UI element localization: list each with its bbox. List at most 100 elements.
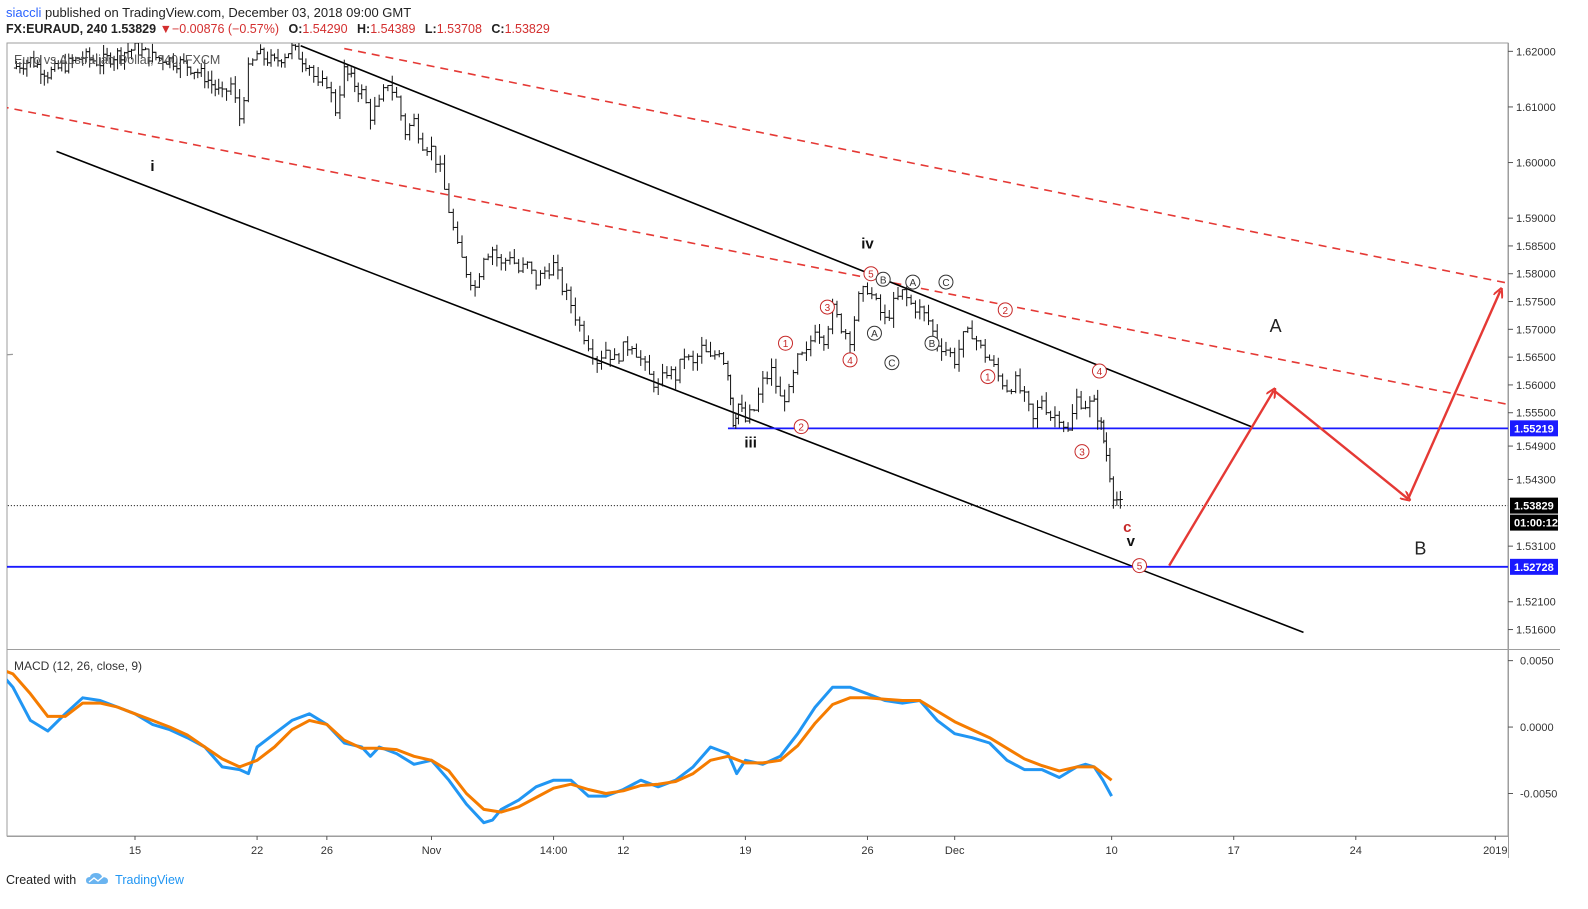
ohlc-bar: [577, 316, 583, 332]
wave-label: v: [1127, 533, 1136, 550]
circled-wave-label: C: [938, 274, 954, 290]
wave-circle-text: 1: [985, 373, 991, 384]
time-tick-label: Nov: [422, 845, 442, 857]
ohlc-bar: [585, 335, 591, 352]
wave-circle-icon: [778, 335, 794, 351]
ohlc-bar: [926, 304, 932, 326]
ohlc-bar: [245, 57, 251, 103]
ohlc-bar: [472, 280, 478, 297]
time-axis[interactable]: 15 22 26 Nov 14:00 12 19 26 Dec 10 17 24 2019: [129, 836, 1508, 857]
stray-line: [7, 353, 13, 356]
ohlc-bar: [232, 76, 238, 103]
ohlc-bar: [341, 59, 347, 98]
ohlc-bar: [686, 354, 692, 361]
ohlc-bar: [520, 257, 526, 274]
countdown-label: 01:00:12: [1514, 518, 1558, 530]
wave-circle-icon: [842, 352, 858, 368]
ohlc-bar: [899, 289, 905, 300]
circled-wave-label: B: [875, 271, 891, 287]
ohlc-bar: [428, 136, 434, 161]
ohlc-bar: [132, 43, 138, 51]
ohlc-bar: [991, 355, 997, 367]
ohlc-bar: [261, 47, 267, 66]
wave-circle-icon: [905, 274, 921, 290]
time-tick-label: 24: [1350, 845, 1362, 857]
price-tick-label: 1.62000: [1516, 46, 1556, 58]
wave-circle-icon: [980, 369, 996, 385]
ohlc-bar: [376, 94, 382, 108]
price-label: 1.53829: [1514, 501, 1554, 513]
circled-wave-label: C: [884, 355, 900, 371]
ohlc-bar: [299, 51, 305, 73]
ohlc-bar: [825, 325, 831, 349]
ohlc-bar: [939, 338, 945, 361]
price-tick-label: 1.54900: [1516, 441, 1556, 453]
macd-axis[interactable]: 0.0050 0.0000 -0.0050: [1508, 656, 1557, 801]
publisher-username[interactable]: siaccli: [6, 5, 42, 20]
ohlc-bar: [328, 81, 334, 103]
ohlc-bar: [411, 113, 417, 127]
ohlc-bar: [191, 71, 197, 80]
ohlc-bar: [912, 300, 918, 319]
price-tick-label: 1.57500: [1516, 297, 1556, 309]
ohlc-bar: [555, 254, 561, 280]
wave-label: i: [150, 158, 154, 175]
ohlc-bar: [812, 324, 818, 343]
ohlc-bar: [476, 273, 482, 288]
wave-circle-icon: [863, 266, 879, 282]
ohlc-bar: [838, 313, 844, 334]
ohlc-bar: [275, 48, 281, 67]
price-tick-label: 1.61000: [1516, 102, 1556, 114]
ohlc-bar: [507, 251, 513, 265]
close-label: C:: [491, 22, 505, 36]
ohlc-bar: [1087, 396, 1093, 418]
ohlc-bar: [490, 246, 496, 266]
price-tick-label: 1.52100: [1516, 597, 1556, 609]
price-axis[interactable]: 1.62000 1.61000 1.60000 1.59000 1.58500 1.580…: [1508, 46, 1558, 637]
ohlc-bar: [537, 270, 543, 286]
ohlc-bar: [1074, 388, 1080, 420]
ohlc-bar: [446, 183, 452, 214]
ohlc-bar: [503, 257, 509, 271]
ohlc-bar: [995, 357, 1001, 382]
ohlc-bar: [1065, 422, 1071, 432]
ohlc-bar: [494, 244, 500, 267]
price-label: 1.52728: [1514, 562, 1554, 574]
ohlc-bar: [372, 96, 378, 125]
time-tick-label: 26: [321, 845, 333, 857]
wave-circle-text: 5: [868, 270, 874, 281]
ohlc-bar: [1039, 395, 1045, 410]
tradingview-link[interactable]: TradingView: [115, 873, 184, 887]
ohlc-bar: [952, 347, 958, 369]
price-label-box: [1510, 420, 1558, 437]
ohlc-bar: [673, 366, 679, 390]
ohlc-bar: [882, 304, 888, 325]
ohlc-bar: [337, 85, 343, 120]
ohlc-bar: [195, 68, 201, 79]
ohlc-bar: [965, 326, 971, 333]
wave-circle-text: B: [880, 275, 887, 286]
ohlc-bar: [747, 404, 753, 424]
ohlc-bar: [625, 336, 631, 356]
ohlc-bar: [481, 257, 487, 280]
time-tick-label: 14:00: [540, 845, 568, 857]
low-value: 1.53708: [436, 22, 482, 36]
ohlc-bar: [303, 58, 309, 72]
ohlc-bar: [324, 76, 330, 90]
ohlc-bar: [769, 358, 775, 386]
last-price: 1.53829: [110, 22, 157, 36]
ohlc-bar: [564, 283, 570, 301]
ohlc-bar: [292, 44, 298, 51]
ohlc-bar: [699, 336, 705, 364]
high-value: 1.54389: [370, 22, 416, 36]
ohlc-bar: [542, 266, 548, 279]
ohlc-bar: [1069, 404, 1075, 431]
ohlc-bar: [960, 331, 966, 358]
circled-wave-label: 3: [1074, 444, 1090, 460]
ohlc-bar: [268, 49, 274, 67]
ohlc-bar: [956, 339, 962, 372]
ohlc-bar: [1095, 389, 1101, 430]
macd-pane[interactable]: [0, 667, 1113, 825]
